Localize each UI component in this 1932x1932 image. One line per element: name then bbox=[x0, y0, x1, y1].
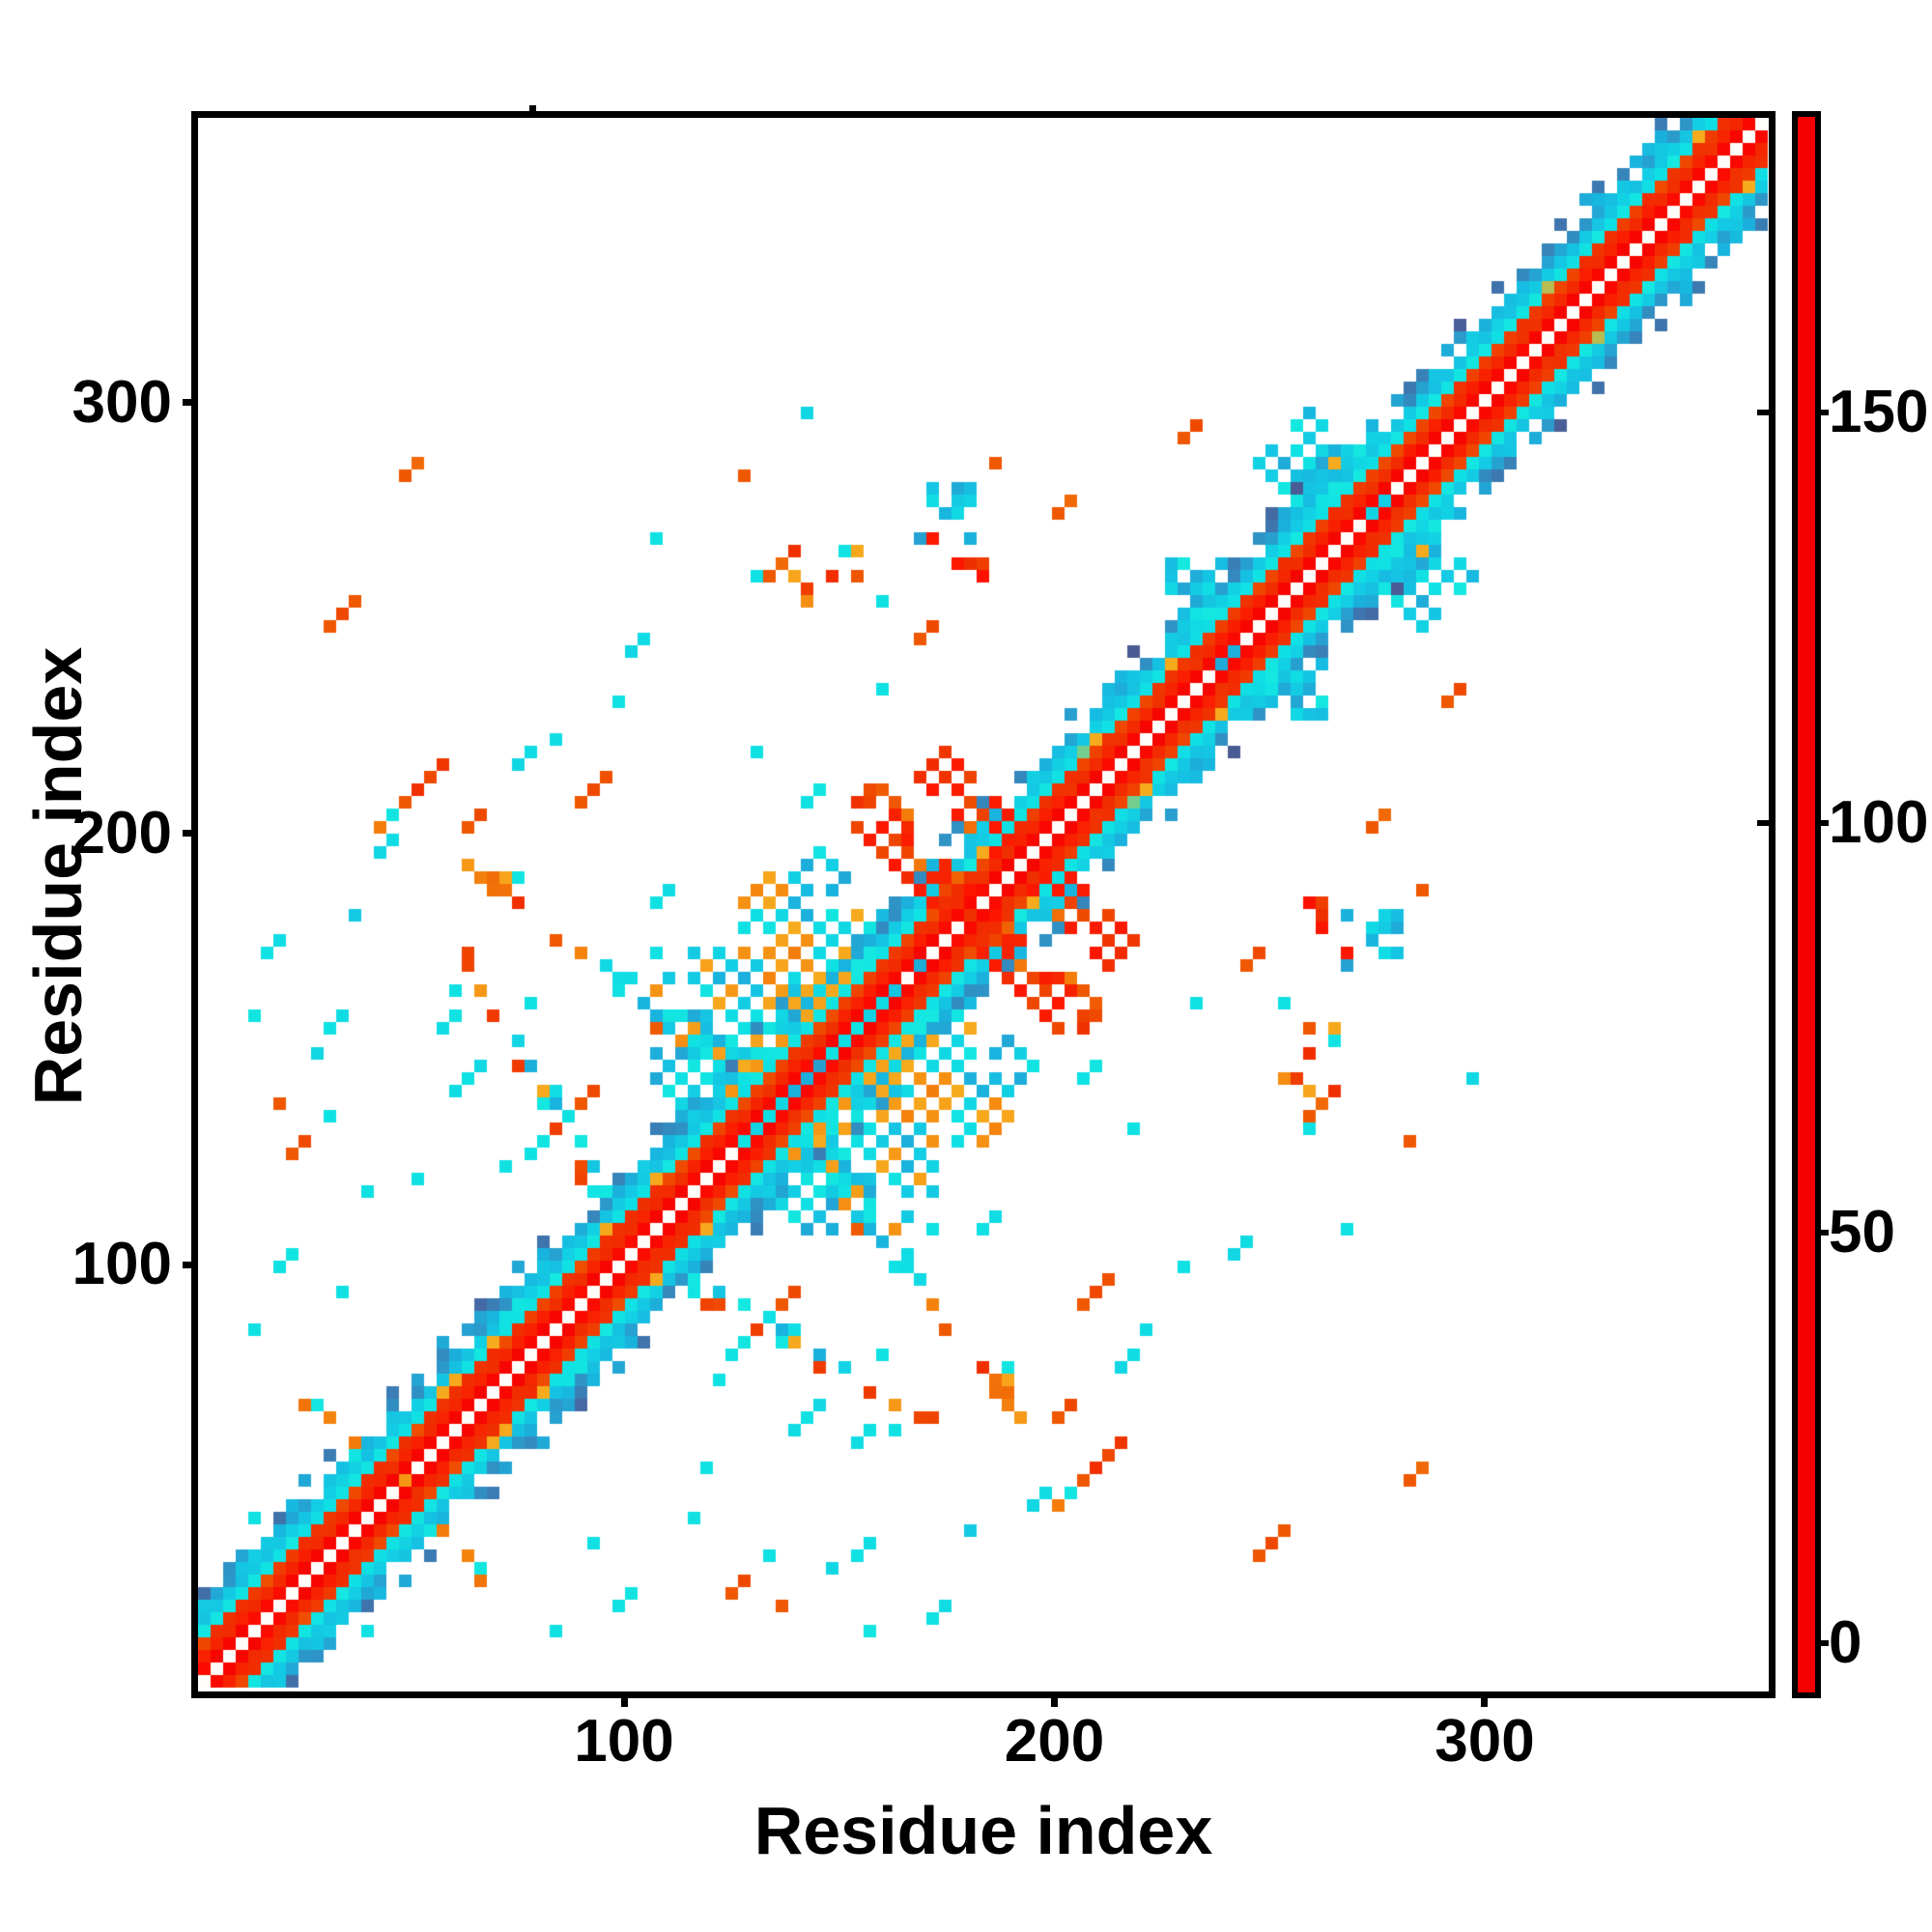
heatmap-canvas bbox=[198, 118, 1769, 1691]
colorbar-tick bbox=[1816, 819, 1829, 826]
colorbar-tick-label: 100 bbox=[1829, 788, 1929, 856]
y-axis-tick-label: 200 bbox=[71, 799, 172, 867]
y-axis-tick bbox=[183, 399, 198, 407]
colorbar-gradient bbox=[1798, 117, 1815, 1692]
x-axis-tick bbox=[620, 1691, 628, 1707]
x-axis-tick bbox=[1481, 1691, 1489, 1707]
plot-right-edge-tick bbox=[1757, 819, 1769, 826]
y-axis-tick-label: 300 bbox=[71, 368, 172, 436]
x-axis-tick bbox=[1051, 1691, 1058, 1707]
x-axis-tick-label: 200 bbox=[1004, 1708, 1105, 1775]
colorbar-tick bbox=[1816, 1640, 1829, 1647]
plot-area bbox=[191, 111, 1776, 1698]
x-axis-tick-label: 300 bbox=[1435, 1708, 1535, 1775]
colorbar-tick-label: 0 bbox=[1829, 1609, 1862, 1677]
y-axis-tick bbox=[183, 830, 198, 838]
colorbar-tick bbox=[1816, 1230, 1829, 1236]
y-axis-tick bbox=[183, 1261, 198, 1268]
y-axis-tick-label: 100 bbox=[71, 1231, 172, 1298]
colorbar-tick-label: 50 bbox=[1829, 1199, 1895, 1266]
plot-right-edge-tick bbox=[1757, 409, 1769, 415]
colorbar-tick bbox=[1816, 409, 1829, 415]
y-axis-label: Residue index bbox=[20, 646, 96, 1106]
plot-top-edge-tick bbox=[529, 105, 537, 117]
x-axis-label: Residue index bbox=[753, 1793, 1213, 1868]
colorbar-tick-label: 150 bbox=[1829, 378, 1929, 445]
colorbar bbox=[1792, 111, 1821, 1698]
x-axis-tick-label: 100 bbox=[574, 1708, 674, 1775]
